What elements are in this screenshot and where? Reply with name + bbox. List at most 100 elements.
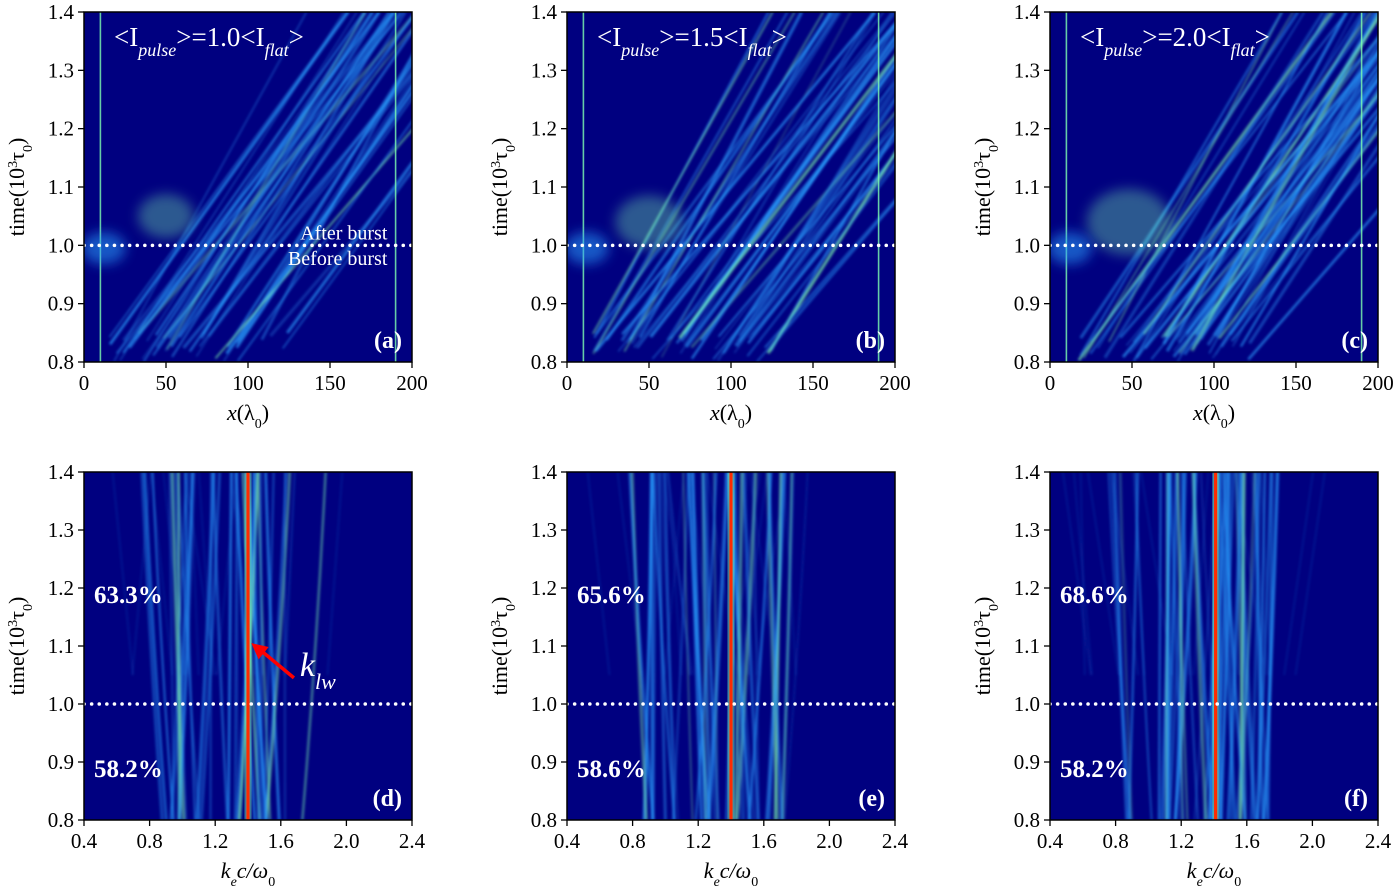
spread-streak xyxy=(616,472,643,676)
y-axis-label: time(103τ0) xyxy=(970,597,1002,696)
spectral-streak xyxy=(714,112,895,350)
spread-streak xyxy=(1167,472,1182,676)
percent-before-burst: 58.6% xyxy=(577,756,646,783)
x-tick-label: 100 xyxy=(1198,371,1230,395)
edge-glow xyxy=(84,232,126,265)
spectral-streak xyxy=(1177,71,1378,338)
spread-streak xyxy=(1250,472,1269,676)
spectral-streak xyxy=(1192,95,1378,350)
y-tick-label: 1.4 xyxy=(48,0,75,24)
heatmap-streaks xyxy=(587,472,809,820)
spectral-streak xyxy=(1108,12,1283,342)
burst-annotation: Before burst xyxy=(288,248,388,270)
spectral-streak xyxy=(195,14,412,357)
spread-streak xyxy=(1283,472,1314,676)
spectral-streak xyxy=(286,160,412,334)
x-tick-label: 2.4 xyxy=(399,829,426,853)
spectral-streak xyxy=(1234,87,1378,344)
spread-streak xyxy=(326,472,343,676)
wavenumber-streak xyxy=(178,472,194,820)
percent-before-burst: 58.2% xyxy=(1060,756,1129,783)
panel-letter: (a) xyxy=(374,328,402,354)
x-tick-label: 200 xyxy=(396,371,428,395)
spread-streak xyxy=(1062,472,1092,676)
x-tick-label: 100 xyxy=(232,371,264,395)
x-tick-label: 1.6 xyxy=(268,829,294,853)
y-tick-label: 0.8 xyxy=(48,808,74,832)
spread-streak xyxy=(1260,472,1272,676)
x-tick-label: 200 xyxy=(1362,371,1394,395)
spectral-streak xyxy=(136,12,372,338)
x-tick-label: 0.8 xyxy=(619,829,645,853)
wavenumber-streak xyxy=(265,472,291,820)
y-tick-label: 1.1 xyxy=(1014,175,1040,199)
spectral-streak xyxy=(638,12,831,338)
spectral-streak xyxy=(733,75,895,346)
spectral-streak xyxy=(735,129,895,348)
y-tick-label: 1.4 xyxy=(531,0,558,24)
wavenumber-streak xyxy=(1229,472,1243,820)
spectral-streak xyxy=(592,12,796,355)
wavenumber-streak xyxy=(262,472,275,820)
x-axis-label: kec/ω0 xyxy=(704,858,758,890)
y-tick-label: 1.1 xyxy=(1014,634,1040,658)
spectral-streak xyxy=(154,12,375,336)
x-tick-label: 150 xyxy=(1280,371,1312,395)
spectral-streak xyxy=(238,98,412,342)
wavenumber-streak xyxy=(701,472,707,820)
y-tick-label: 1.2 xyxy=(531,576,557,600)
y-tick-label: 1.1 xyxy=(531,175,557,199)
intensity-ratio-title: <Ipulse>=1.0<Iflat> xyxy=(114,22,304,60)
spectral-streak xyxy=(746,164,895,357)
x-axis-label: kec/ω0 xyxy=(1187,858,1241,890)
spectral-streak xyxy=(235,54,412,345)
spectral-streak xyxy=(146,12,358,342)
x-tick-label: 200 xyxy=(879,371,911,395)
burst-annotation: After burst xyxy=(300,223,388,245)
spread-streak xyxy=(740,472,768,676)
panel-letter: (c) xyxy=(1341,328,1368,354)
panel-letter: (d) xyxy=(373,786,402,812)
intensity-ratio-title: <Ipulse>=2.0<Iflat> xyxy=(1080,22,1270,60)
x-tick-label: 50 xyxy=(1122,371,1143,395)
wavenumber-streak xyxy=(1262,472,1280,820)
wavenumber-streak xyxy=(1191,472,1208,820)
x-tick-label: 0.8 xyxy=(136,829,162,853)
spectral-streak xyxy=(128,12,380,349)
x-tick-label: 0.8 xyxy=(1102,829,1128,853)
x-tick-label: 1.6 xyxy=(1234,829,1260,853)
spectral-streak xyxy=(769,201,895,350)
spread-streak xyxy=(1214,472,1240,676)
heatmap-streaks xyxy=(1077,12,1378,362)
y-tick-label: 1.0 xyxy=(531,233,557,257)
spectral-streak xyxy=(633,33,895,349)
spectral-streak xyxy=(167,18,412,334)
x-tick-label: 0.4 xyxy=(71,829,98,853)
x-tick-label: 2.0 xyxy=(1299,829,1325,853)
wavenumber-streak xyxy=(140,472,164,820)
y-axis-label: time(103τ0) xyxy=(4,597,36,696)
spread-streak xyxy=(283,472,296,676)
spread-streak xyxy=(162,472,185,676)
wavenumber-streak xyxy=(748,472,773,820)
percent-after-burst: 63.3% xyxy=(94,582,163,609)
y-tick-label: 1.1 xyxy=(531,634,557,658)
wavenumber-streak xyxy=(201,472,221,820)
spectral-streak xyxy=(1083,12,1294,359)
panel-f: 0.4 0.8 1.2 1.6 2.0 2.40.80.91.01.11.21.31.4t… xyxy=(970,460,1392,890)
spread-streak xyxy=(667,472,682,676)
spectral-streak xyxy=(764,198,895,349)
spectral-streak xyxy=(1103,12,1325,359)
x-axis-label: x(λ0) xyxy=(1192,400,1235,432)
spread-streak xyxy=(756,472,787,676)
x-tick-label: 1.2 xyxy=(685,829,711,853)
x-tick-label: 2.0 xyxy=(816,829,842,853)
spread-streak xyxy=(1140,472,1173,676)
plot-area xyxy=(84,472,412,820)
spread-streak xyxy=(1188,472,1196,676)
spread-streak xyxy=(662,472,694,676)
y-tick-label: 1.4 xyxy=(1014,460,1041,484)
wavenumber-streak xyxy=(660,472,679,820)
y-tick-label: 1.3 xyxy=(531,58,557,82)
